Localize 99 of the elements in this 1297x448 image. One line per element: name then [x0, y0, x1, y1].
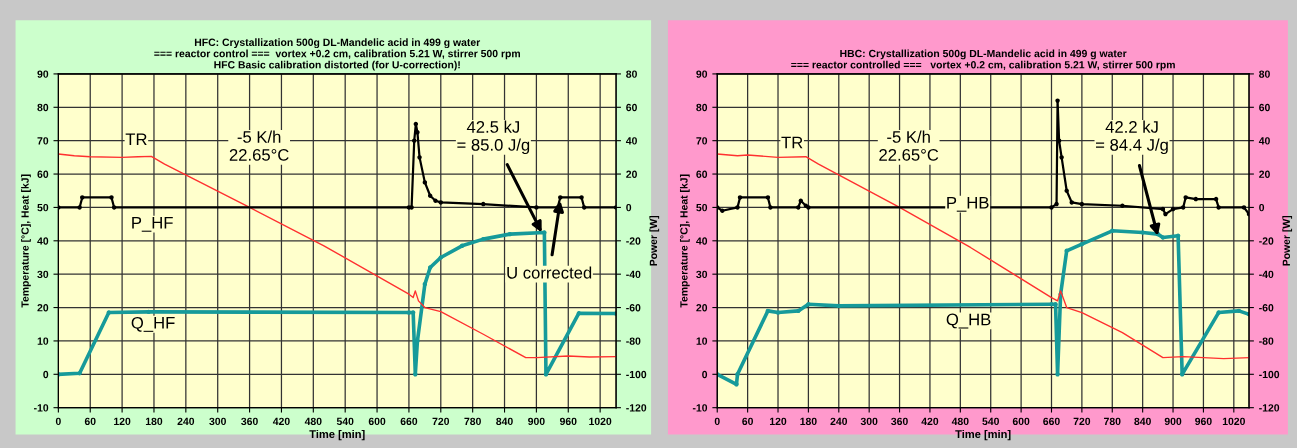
x-tick-label: 600	[1012, 417, 1030, 426]
y-tick-label: 70	[696, 137, 708, 145]
x-tick-label: 780	[1104, 417, 1121, 426]
x-tick-label: 1020	[589, 417, 612, 426]
y-tick-label: 20	[37, 304, 49, 312]
y-tick-label: 90	[37, 70, 49, 78]
annotation: 42.2 kJ = 84.4 J/g	[1096, 120, 1168, 155]
x-tick-label: 660	[1043, 417, 1060, 426]
x-tick-label: 900	[528, 417, 545, 426]
y-tick-label: 50	[696, 203, 708, 212]
annotation: -5 K/h 22.65°C	[229, 130, 289, 161]
y-tick-label: 80	[37, 103, 49, 112]
y2-tick-label: -60	[1259, 304, 1274, 312]
x-tick-label: 0	[55, 417, 61, 426]
y-tick-label: 30	[696, 270, 708, 279]
x-tick-label: 540	[982, 417, 999, 426]
y2-tick-label: 0	[1259, 203, 1265, 212]
y-tick-label: 60	[696, 170, 708, 178]
y-tick-label: 30	[37, 270, 49, 279]
series-label: Q_HF	[131, 316, 175, 332]
y2-tick-label: -100	[626, 370, 647, 379]
x-tick-label: 840	[496, 417, 513, 426]
x-tick-label: 600	[368, 417, 386, 426]
y2-tick-label: 20	[626, 170, 637, 178]
x-tick-label: 840	[1134, 417, 1151, 426]
series-label: P_HB	[947, 196, 989, 212]
x-tick-label: 180	[800, 417, 817, 426]
y2-tick-label: 0	[626, 203, 632, 212]
y2-tick-label: -80	[626, 337, 641, 345]
x-tick-label: 960	[559, 417, 577, 426]
y-tick-label: 0	[702, 370, 708, 379]
x-tick-label: 180	[145, 417, 163, 426]
y2-tick-label: -100	[1259, 370, 1280, 379]
x-tick-label: 0	[714, 417, 720, 426]
x-tick-label: 960	[1195, 417, 1212, 426]
x-tick-label: 300	[860, 417, 878, 426]
y-tick-label: 50	[37, 203, 49, 212]
chart-title: HFC: Crystallization 500g DL-Mandelic acid in 499 g water === reactor control === vortex +0.2 cm, calibration 5.21 W, stirrer 500 rpm HFC Basic calibration distorted (for U-correction)!	[154, 38, 520, 71]
annotation: 42.5 kJ = 85.0 J/g	[457, 120, 530, 155]
x-tick-label: 60	[742, 417, 753, 426]
x-tick-label: 300	[209, 417, 226, 426]
y2-tick-label: 40	[625, 137, 637, 145]
annotation: -5 K/h 22.65°C	[879, 130, 939, 161]
x-tick-label: 420	[272, 417, 290, 426]
y-tick-label: -10	[692, 404, 708, 412]
x-tick-label: 360	[891, 417, 908, 426]
y2-tick-label: -40	[626, 270, 641, 279]
y-tick-label: 0	[43, 370, 49, 379]
y-tick-label: 20	[696, 304, 708, 312]
x-tick-label: 60	[84, 417, 96, 426]
y-tick-label: 70	[37, 137, 49, 145]
x-tick-label: 900	[1164, 417, 1182, 426]
y2-tick-label: -120	[626, 404, 647, 412]
y2-tick-label: -120	[1259, 404, 1280, 412]
x-tick-label: 360	[241, 417, 258, 426]
x-axis-title: Time [min]	[309, 429, 365, 441]
x-tick-label: 780	[464, 417, 481, 426]
series-label: Q_HB	[946, 313, 991, 329]
y-tick-label: 10	[37, 337, 49, 345]
x-tick-label: 660	[400, 417, 418, 426]
x-tick-label: 240	[830, 417, 848, 426]
annotation: U corrected	[507, 266, 592, 279]
series-label: TR	[125, 133, 147, 145]
y-tick-label: 40	[696, 237, 708, 245]
y2-tick-label: -20	[626, 237, 641, 245]
y-tick-label: 40	[37, 237, 49, 245]
y-tick-label: 60	[37, 170, 49, 178]
y-axis-title: Temperature [°C], Heat [kJ]	[679, 174, 690, 308]
y2-tick-label: -20	[1259, 237, 1274, 245]
y2-tick-label: 20	[1259, 170, 1270, 178]
y-tick-label: 90	[696, 70, 708, 78]
y2-tick-label: -40	[1259, 270, 1274, 279]
x-tick-label: 420	[921, 417, 939, 426]
x-tick-label: 720	[432, 417, 450, 426]
y-tick-label: -10	[34, 404, 49, 412]
y-tick-label: 10	[696, 337, 708, 345]
series-label: P_HF	[132, 216, 173, 232]
x-tick-label: 1020	[1222, 417, 1245, 426]
y2-axis-title: Power [W]	[1282, 215, 1293, 266]
y2-tick-label: 80	[1259, 70, 1270, 78]
y2-tick-label: -80	[1259, 337, 1274, 345]
x-tick-label: 240	[177, 417, 195, 426]
series-label: TR	[781, 136, 803, 149]
x-tick-label: 120	[769, 417, 787, 426]
y-axis-title: Temperature [°C], Heat [kJ]	[21, 174, 31, 308]
y-tick-label: 80	[696, 103, 708, 112]
x-axis-title: Time [min]	[955, 429, 1011, 441]
y2-tick-label: -60	[626, 304, 641, 312]
x-tick-label: 720	[1073, 417, 1091, 426]
y2-tick-label: 60	[626, 103, 637, 112]
x-tick-label: 480	[304, 417, 322, 426]
chart-title: HBC: Crystallization 500g DL-Mandelic acid in 499 g water === reactor controlled === vortex +0.2 cm, calibration 5.21 W, stirrer 500 rpm	[791, 49, 1175, 71]
x-tick-label: 480	[951, 417, 969, 426]
x-tick-label: 540	[336, 417, 354, 426]
y2-tick-label: 80	[626, 70, 637, 78]
y2-tick-label: 40	[1258, 137, 1270, 145]
y2-tick-label: 60	[1259, 103, 1270, 112]
x-tick-label: 120	[114, 417, 131, 426]
y2-axis-title: Power [W]	[649, 215, 660, 266]
